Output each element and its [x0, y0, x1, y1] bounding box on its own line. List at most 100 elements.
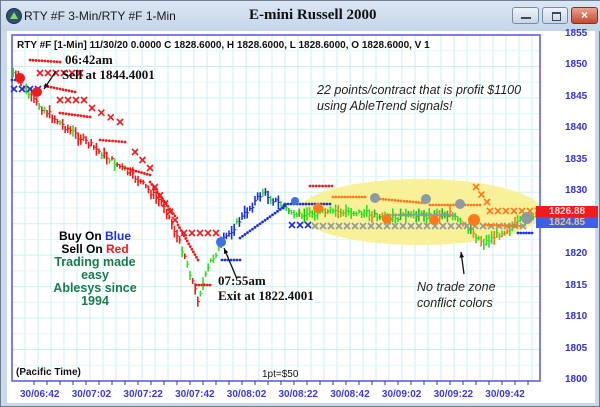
buy-stop-dot: [281, 206, 284, 210]
minimize-button[interactable]: [512, 7, 539, 24]
sell-stop-dot: [190, 247, 194, 251]
point-value-label: 1pt=$50: [262, 369, 299, 380]
buy-stop-dot: [276, 209, 279, 213]
conflict-stop-dot: [428, 203, 432, 207]
buy-stop-dot: [223, 258, 227, 262]
neutral-signal-ball: [421, 194, 431, 204]
neutral-stop-dot: [424, 213, 427, 217]
sell-stop-dot: [117, 140, 121, 143]
buy-stop-dot: [248, 229, 252, 233]
neutral-stop-x: [359, 222, 367, 230]
conflict-stop-dot: [340, 195, 344, 199]
sell-stop-dot: [161, 197, 164, 201]
profit-note-line2: using AbleTrend signals!: [317, 99, 453, 113]
sell-stop-dot: [37, 59, 41, 62]
conflict-stop-dot: [440, 203, 444, 207]
title-bar[interactable]: RTY #F 3-Min/RTY #F 1-Min E-mini Russell…: [1, 1, 600, 31]
sell-stop-dot: [321, 184, 324, 188]
sell-stop-dot: [184, 237, 188, 240]
neutral-stop-dot: [409, 213, 413, 217]
neutral-stop-x: [335, 222, 343, 230]
sell-stop-dot: [311, 184, 315, 188]
conflict-signal-ball: [468, 214, 480, 226]
conflict-stop-dot: [515, 224, 519, 228]
conflict-stop-dot: [437, 203, 441, 207]
conflict-stop-dot: [466, 203, 470, 207]
sell-stop-dot: [120, 140, 124, 144]
sell-stop-x: [36, 69, 44, 77]
x-tick-label: 30/09:42: [485, 389, 525, 400]
buy-stop-dot: [251, 227, 254, 231]
neutral-stop-dot: [397, 213, 401, 217]
close-button[interactable]: ×: [571, 7, 598, 24]
sell-stop-dot: [70, 90, 74, 93]
y-tick-label: 1820: [565, 248, 588, 260]
exit-time: 07:55am: [218, 273, 266, 288]
maximize-button[interactable]: [542, 7, 568, 24]
window-title: RTY #F 3-Min/RTY #F 1-Min: [24, 9, 176, 23]
y-tick-label: 1855: [565, 28, 588, 39]
neutral-stop-dot: [415, 213, 418, 217]
sell-stop-x: [97, 109, 105, 117]
buy-stop-x: [10, 85, 18, 93]
sell-stop-dot: [58, 87, 62, 91]
sell-stop-dot: [324, 184, 328, 188]
conflict-stop-dot: [402, 199, 406, 203]
sell-stop-x: [146, 164, 154, 172]
sell-stop-dot: [179, 228, 183, 232]
sell-stop-x: [60, 69, 68, 77]
neutral-stop-x: [343, 222, 351, 230]
buy-stop-dot: [220, 258, 224, 262]
sell-stop-x: [76, 69, 84, 77]
sell-text: Sell at 1844.4001: [62, 67, 155, 82]
x-tick-label: 30/07:02: [71, 389, 112, 400]
buy-stop-dot: [283, 204, 287, 208]
sell-stop-dot: [191, 250, 195, 254]
sell-stop-dot: [168, 207, 172, 211]
sell-stop-dot: [194, 283, 198, 287]
x-tick-label: 30/09:02: [381, 389, 422, 400]
sell-stop-dot: [61, 88, 65, 91]
sell-stop-dot: [52, 86, 56, 90]
neutral-stop-x: [327, 222, 335, 230]
sell-stop-x: [166, 208, 174, 216]
conflict-stop-x: [483, 198, 491, 206]
conflict-stop-dot: [417, 201, 421, 204]
conflict-stop-dot: [331, 195, 335, 199]
sell-stop-dot: [55, 60, 59, 64]
sell-stop-x: [80, 96, 88, 104]
buy-stop-x: [304, 221, 312, 229]
sell-stop-dot: [98, 138, 102, 142]
chart-title: E-mini Russell 2000: [249, 7, 377, 23]
conflict-stop-dot: [452, 203, 455, 207]
neutral-stop-dot: [406, 213, 410, 217]
sell-stop-dot: [73, 90, 77, 94]
buy-stop-dot: [283, 202, 287, 206]
buy-stop-dot: [268, 215, 272, 219]
buy-signal-ball: [291, 197, 299, 205]
close-icon: ×: [580, 8, 588, 22]
buy-stop-dot: [289, 202, 293, 206]
neutral-stop-dot: [394, 213, 398, 217]
buy-stop-dot: [256, 224, 259, 227]
sell-stop-dot: [67, 112, 71, 116]
conflict-stop-x: [502, 207, 510, 215]
no-trade-line1: No trade zone: [417, 280, 496, 294]
x-tick-label: 30/06:42: [20, 389, 60, 400]
buy-stop-dot: [525, 231, 528, 235]
sell-stop-x: [64, 96, 72, 104]
conflict-stop-dot: [396, 199, 400, 203]
x-tick-label: 30/08:42: [330, 389, 370, 400]
conflict-stop-dot: [486, 223, 490, 227]
sell-stop-x: [44, 69, 52, 77]
neutral-stop-dot: [412, 213, 416, 217]
y-tick-label: 1810: [565, 311, 588, 323]
sell-stop-dot: [67, 89, 71, 93]
conflict-stop-dot: [349, 195, 352, 199]
buy-stop-dot: [530, 231, 534, 235]
sell-stop-dot: [308, 184, 312, 188]
conflict-stop-dot: [399, 199, 403, 203]
no-trade-note: No trade zone conflict colors: [417, 279, 496, 311]
sell-stop-dot: [140, 171, 144, 175]
